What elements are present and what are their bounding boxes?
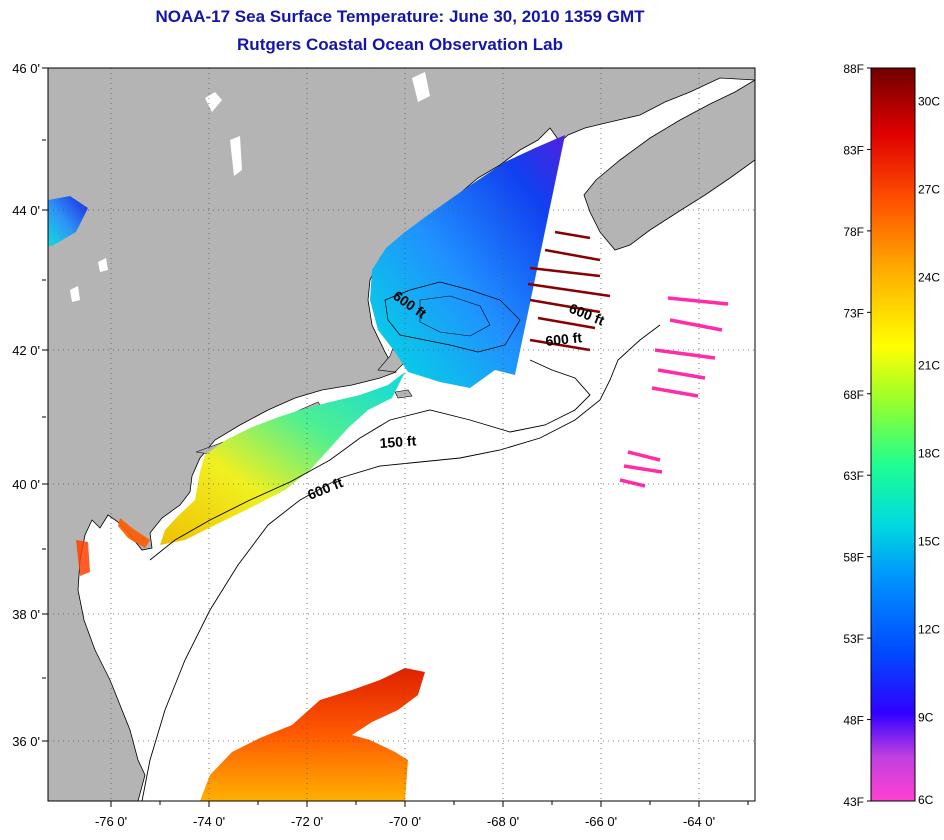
graticule — [48, 68, 755, 801]
colorbar-c-label: 9C — [918, 710, 934, 724]
colorbar-c-labels: 30C 27C 24C 21C 18C 15C 12C 9C 6C — [918, 95, 940, 807]
lake — [205, 92, 222, 112]
lat-label: 38 0' — [12, 607, 40, 622]
chart-subtitle: Rutgers Coastal Ocean Observation Lab — [237, 35, 563, 54]
lat-label: 44 0' — [12, 203, 40, 218]
depth-label: 150 ft — [379, 432, 417, 451]
lat-label: 46 0' — [12, 61, 40, 76]
lon-label: -66 0' — [585, 814, 617, 829]
sst-stripes-dark — [527, 230, 611, 352]
colorbar-f-label: 68F — [843, 388, 864, 402]
colorbar-c-label: 27C — [918, 183, 940, 197]
colorbar-c-label: 30C — [918, 95, 940, 109]
colorbar-c-label: 6C — [918, 793, 934, 807]
depth-label: 600 ft — [545, 329, 583, 349]
land-nova-scotia — [583, 79, 755, 251]
colorbar-f-label: 73F — [843, 306, 864, 320]
map-area: 600 ft 600 ft 600 ft 150 ft 600 ft — [48, 68, 755, 801]
land-nantucket — [394, 389, 413, 399]
lake — [230, 136, 242, 176]
lake — [70, 286, 80, 302]
lat-label: 42 0' — [12, 343, 40, 358]
colorbar-c-label: 21C — [918, 358, 940, 372]
colorbar-ticks — [867, 67, 871, 802]
lat-label: 40 0' — [12, 477, 40, 492]
colorbar-f-label: 83F — [843, 143, 864, 157]
sst-delaware — [118, 518, 150, 548]
lon-label: -64 0' — [683, 814, 715, 829]
contour-150ft — [149, 359, 591, 561]
sst-south — [200, 668, 425, 801]
lake — [412, 72, 430, 102]
colorbar-f-label: 78F — [843, 225, 864, 239]
colorbar-c-label: 15C — [918, 534, 940, 548]
colorbar-f-label: 48F — [843, 714, 864, 728]
sst-chesapeake — [76, 540, 90, 576]
sst-southern-new-england — [160, 372, 405, 545]
lon-label: -76 0' — [95, 814, 127, 829]
colorbar — [870, 67, 916, 802]
sst-gulf-of-maine — [370, 135, 565, 388]
contour-600ft — [141, 324, 661, 801]
lon-label: -68 0' — [487, 814, 519, 829]
chart-title: NOAA-17 Sea Surface Temperature: June 30… — [155, 7, 645, 26]
contour-gulf — [384, 281, 521, 353]
axis-ticks — [42, 67, 749, 807]
colorbar-f-labels: 88F 83F 78F 73F 68F 63F 58F 53F 48F 43F — [843, 62, 864, 809]
colorbar-f-label: 53F — [843, 632, 864, 646]
lon-label: -70 0' — [389, 814, 421, 829]
colorbar-f-label: 43F — [843, 795, 864, 809]
colorbar-f-label: 88F — [843, 62, 864, 76]
sst-stripes-pink — [619, 296, 729, 488]
colorbar-c-label: 18C — [918, 446, 940, 460]
sst-great-lakes — [48, 196, 88, 246]
colorbar-c-label: 12C — [918, 622, 940, 636]
colorbar-c-label: 24C — [918, 270, 940, 284]
lon-label: -72 0' — [291, 814, 323, 829]
colorbar-f-label: 58F — [843, 551, 864, 565]
lake — [98, 258, 108, 272]
map-frame — [47, 67, 756, 802]
colorbar-f-label: 63F — [843, 469, 864, 483]
lon-label: -74 0' — [193, 814, 225, 829]
lat-label: 36 0' — [12, 734, 40, 749]
contour-gulf-inner — [419, 295, 491, 337]
